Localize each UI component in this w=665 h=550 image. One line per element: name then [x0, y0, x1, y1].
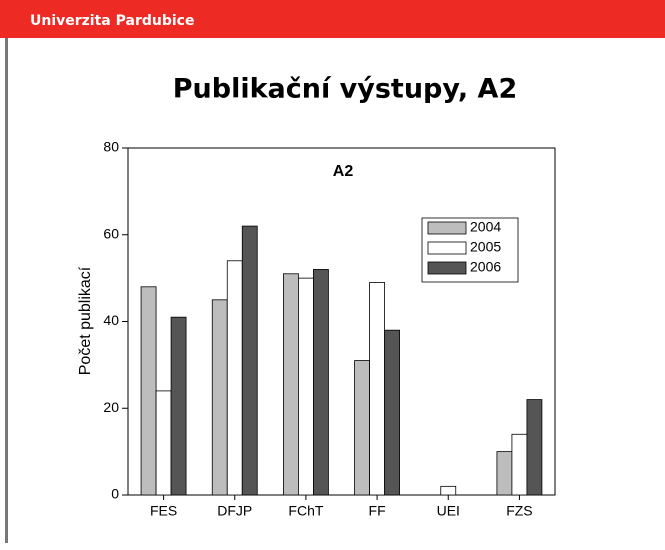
bar	[298, 277, 314, 496]
x-tick-label: FChT	[288, 503, 323, 519]
legend-swatch	[427, 261, 467, 275]
bar	[511, 433, 528, 496]
x-tick-label: UEI	[437, 503, 460, 519]
y-tick-label: 60	[103, 225, 119, 241]
y-axis-label: Počet publikací	[77, 266, 94, 375]
bar	[369, 282, 385, 496]
x-tick-label: DFJP	[217, 503, 252, 519]
bar	[226, 260, 243, 496]
x-tick-label: FZS	[506, 503, 532, 519]
bar	[354, 360, 370, 496]
x-tick-label: FES	[150, 503, 177, 519]
y-tick-label: 0	[111, 486, 119, 502]
bar	[283, 273, 299, 496]
legend-swatch	[427, 221, 467, 235]
bar	[313, 269, 329, 496]
bar	[241, 225, 258, 496]
plot-title: A2	[333, 163, 354, 180]
left-border	[5, 38, 8, 543]
plot-frame	[127, 147, 556, 496]
legend-label: 2004	[470, 219, 501, 235]
legend-swatch	[427, 241, 467, 255]
header-bar	[0, 0, 665, 38]
y-tick-label: 20	[103, 399, 119, 415]
slide-title: Publikační výstupy, A2	[173, 74, 517, 105]
bar	[384, 329, 400, 496]
bar	[211, 299, 228, 496]
bar	[440, 485, 457, 496]
x-tick-label: FF	[369, 503, 386, 519]
bar	[155, 390, 172, 496]
y-tick-label: 80	[103, 139, 119, 155]
y-tick-label: 40	[103, 312, 119, 328]
header-title: Univerzita Pardubice	[30, 13, 194, 29]
legend-label: 2006	[470, 259, 501, 275]
bar	[526, 399, 543, 496]
legend-label: 2005	[470, 239, 501, 255]
bar	[496, 451, 513, 496]
bar	[170, 316, 187, 496]
bar	[140, 286, 157, 496]
